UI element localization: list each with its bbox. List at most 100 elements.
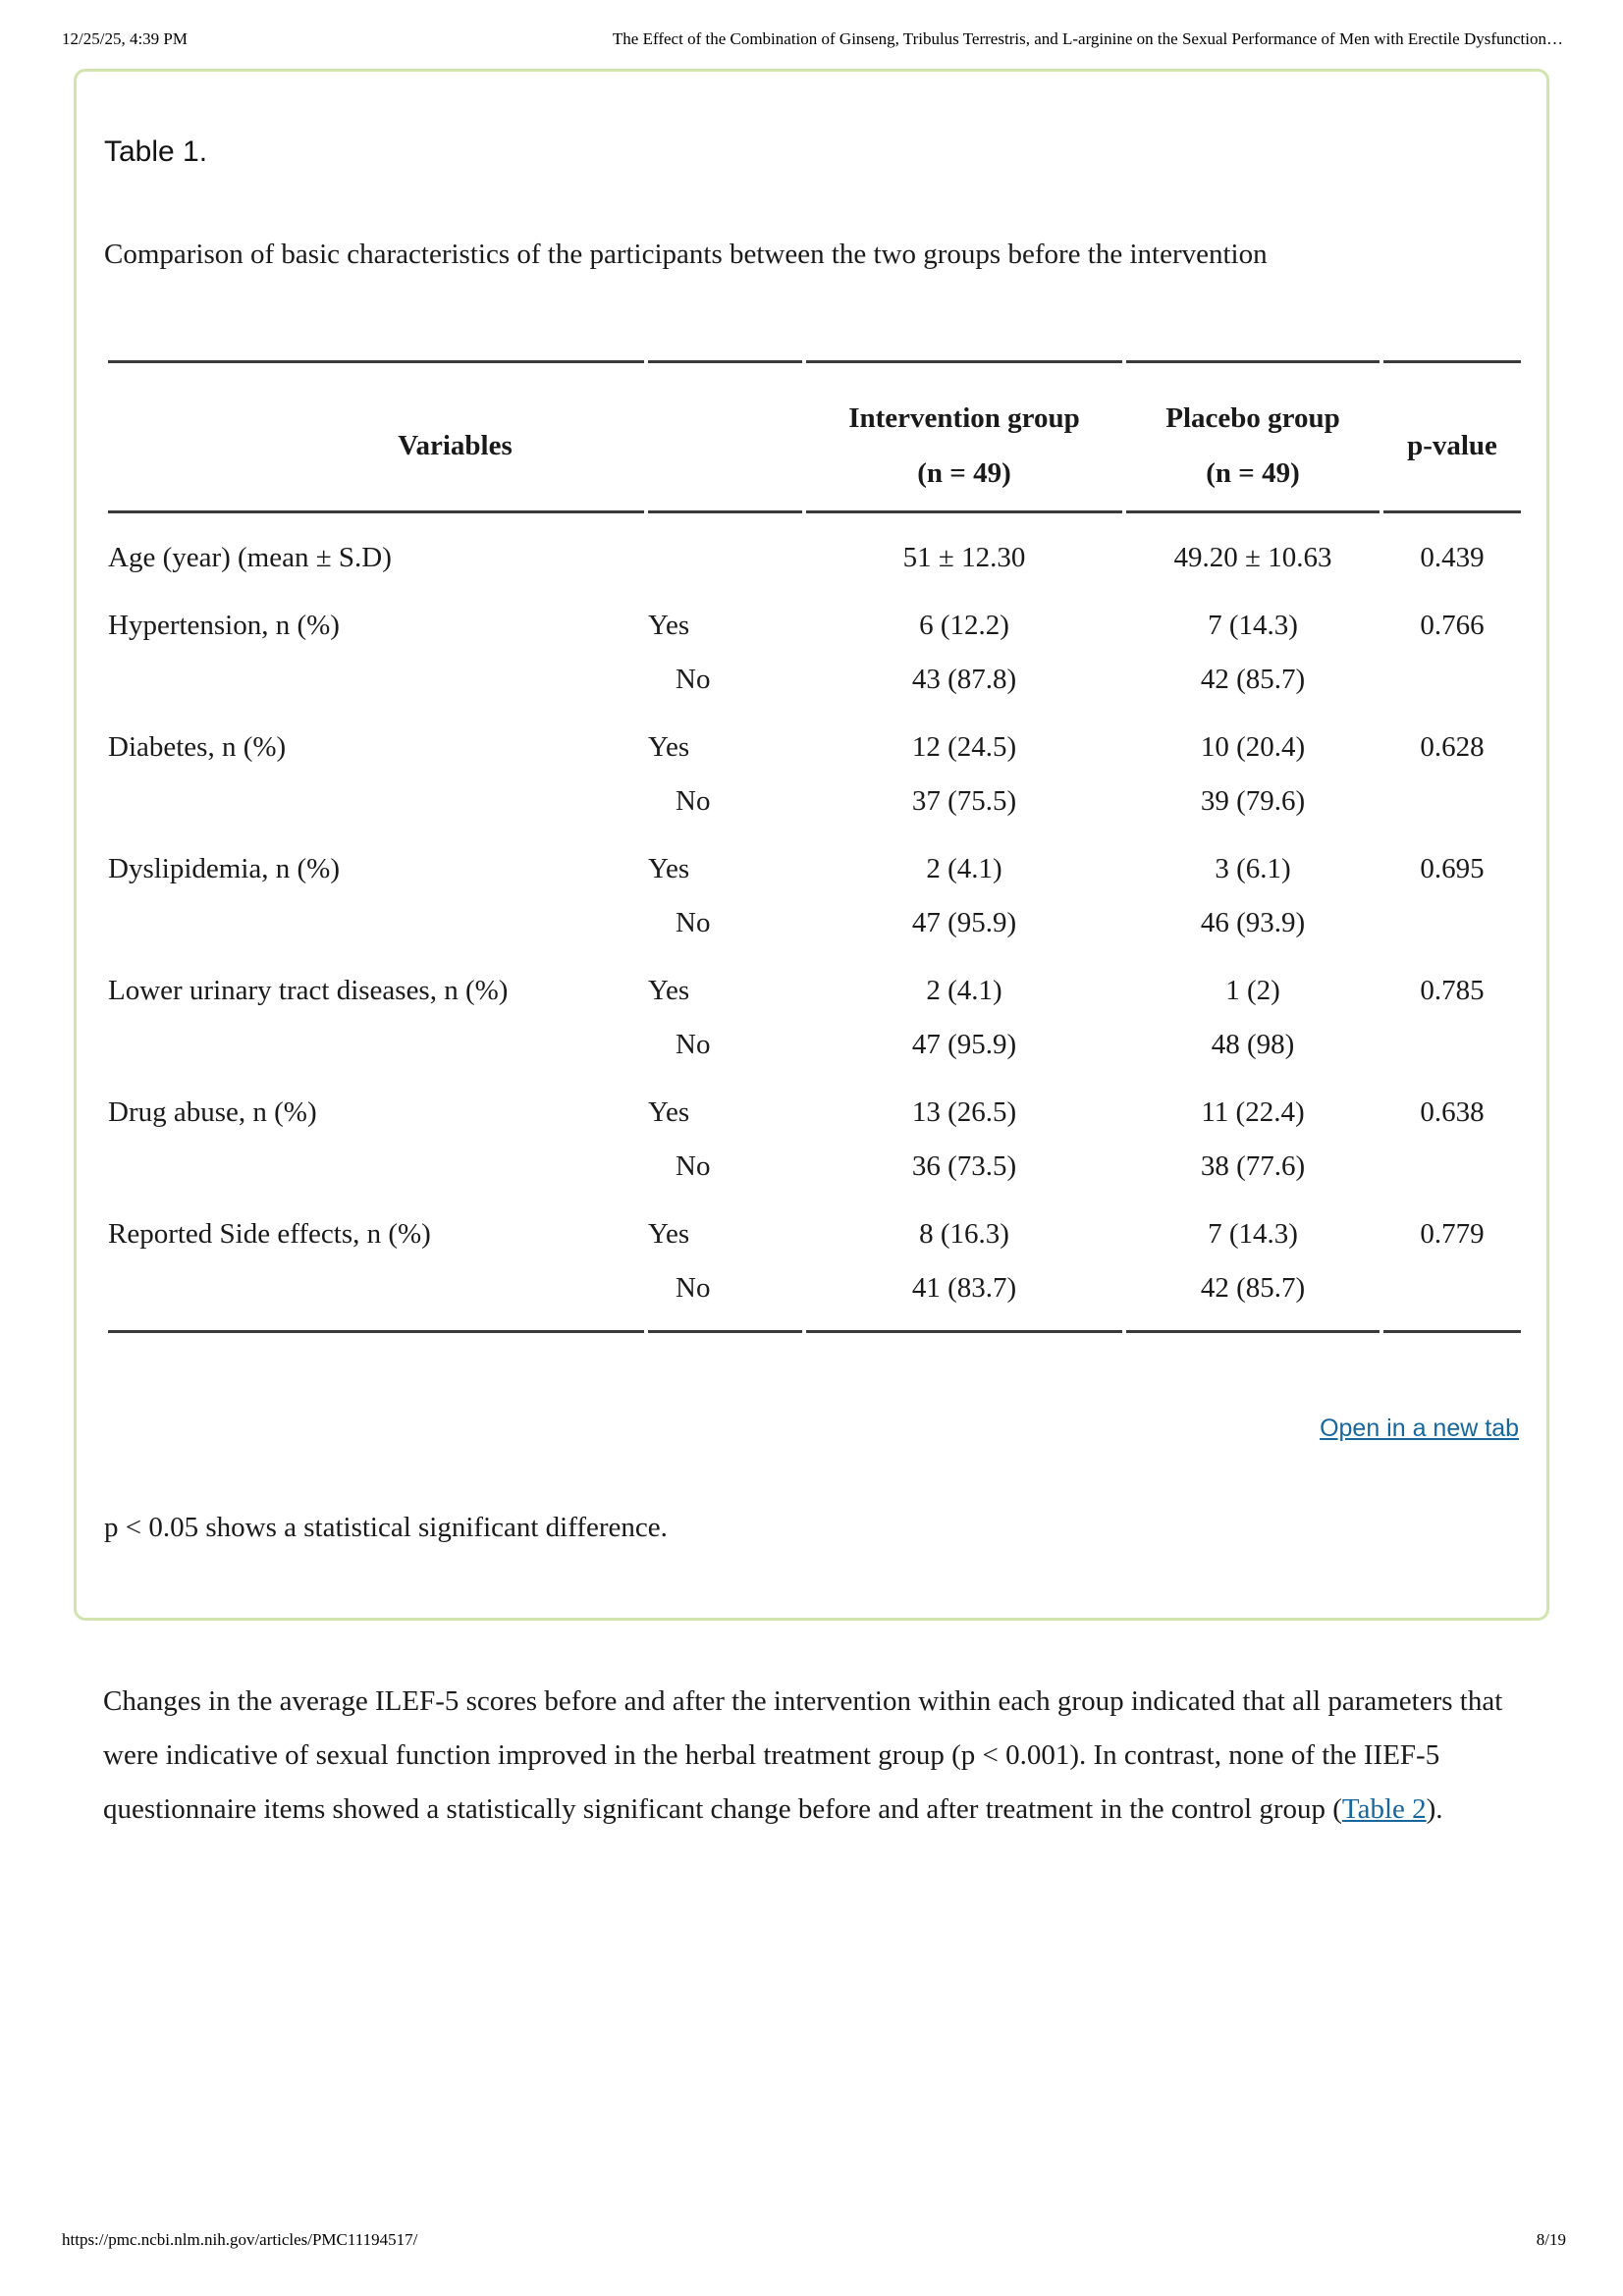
variable-cell: Reported Side effects, n (%) [108, 1218, 431, 1250]
p-value-cell [1383, 774, 1521, 828]
table-row-dyslipidemia-yes: Dyslipidemia, n (%) Yes 2 (4.1) 3 (6.1) … [108, 828, 1521, 896]
intervention-value-cell: 47 (95.9) [911, 907, 1017, 938]
p-value-cell: 0.779 [1420, 1218, 1485, 1250]
table-header-rule [108, 510, 1521, 531]
table-footnote: p < 0.05 shows a statistical significant… [104, 1512, 668, 1543]
rule-segment [108, 1330, 644, 1351]
body-text-before-link: Changes in the average ILEF-5 scores bef… [103, 1685, 1503, 1825]
rule-segment [1126, 360, 1380, 381]
table-row-dyslipidemia-no: No 47 (95.9) 46 (93.9) [108, 896, 1521, 950]
placebo-value-cell: 11 (22.4) [1201, 1096, 1305, 1128]
intervention-value-cell: 2 (4.1) [926, 975, 1002, 1006]
print-header: 12/25/25, 4:39 PM The Effect of the Comb… [0, 0, 1623, 49]
p-value-cell [1383, 896, 1521, 950]
intervention-value-cell: 6 (12.2) [919, 610, 1009, 641]
rule-segment [1126, 1330, 1380, 1351]
option-cell: No [676, 664, 711, 695]
placebo-value-cell: 38 (77.6) [1200, 1150, 1306, 1182]
option-cell: No [676, 785, 711, 817]
rule-segment [108, 360, 644, 381]
intervention-value-cell: 13 (26.5) [911, 1096, 1017, 1128]
intervention-value-cell: 36 (73.5) [911, 1150, 1017, 1182]
open-link-row: Open in a new tab [104, 1415, 1519, 1443]
table2-link[interactable]: Table 2 [1341, 1793, 1427, 1825]
intervention-value-cell: 37 (75.5) [911, 785, 1017, 817]
variable-cell [108, 1140, 644, 1194]
rule-segment [648, 360, 802, 381]
col-header-variables: Variables [398, 430, 513, 461]
variable-cell [108, 1261, 644, 1330]
p-value-cell: 0.766 [1420, 610, 1485, 641]
footer-page-number: 8/19 [1536, 2230, 1566, 2249]
rule-segment [1383, 510, 1521, 531]
rule-segment [648, 510, 802, 531]
rule-segment [1126, 510, 1380, 531]
intervention-value-cell: 12 (24.5) [911, 731, 1017, 763]
variable-cell: Lower urinary tract diseases, n (%) [108, 975, 509, 1006]
option-cell: Yes [648, 1096, 690, 1128]
p-value-cell [1383, 1018, 1521, 1072]
placebo-value-cell: 3 (6.1) [1215, 853, 1291, 884]
rule-segment [1383, 1330, 1521, 1351]
print-datetime: 12/25/25, 4:39 PM [62, 29, 188, 48]
table-row-side-effects-no: No 41 (83.7) 42 (85.7) [108, 1261, 1521, 1330]
variable-cell: Age (year) (mean ± S.D) [108, 542, 392, 573]
intervention-value-cell: 41 (83.7) [911, 1272, 1017, 1304]
table-bottom-rule [108, 1330, 1521, 1351]
characteristics-table: Variables Intervention group (n = 49) Pl… [104, 360, 1525, 1351]
table-row-hypertension-no: No 43 (87.8) 42 (85.7) [108, 653, 1521, 707]
variable-cell [108, 774, 644, 828]
placebo-value-cell: 49.20 ± 10.63 [1173, 542, 1332, 573]
intervention-value-cell: 2 (4.1) [926, 853, 1002, 884]
rule-segment [648, 1330, 802, 1351]
rule-segment [806, 360, 1122, 381]
body-paragraph: Changes in the average ILEF-5 scores bef… [103, 1675, 1524, 1837]
variable-cell [108, 896, 644, 950]
variable-cell: Drug abuse, n (%) [108, 1096, 317, 1128]
table-top-rule [108, 360, 1521, 381]
placebo-value-cell: 7 (14.3) [1208, 1218, 1298, 1250]
placebo-value-cell: 46 (93.9) [1200, 907, 1306, 938]
intervention-header-line2: (n = 49) [917, 457, 1011, 489]
table-caption: Comparison of basic characteristics of t… [104, 239, 1268, 270]
placebo-header-line1: Placebo group [1165, 402, 1340, 434]
page: 12/25/25, 4:39 PM The Effect of the Comb… [0, 0, 1623, 2249]
table-row-diabetes-no: No 37 (75.5) 39 (79.6) [108, 774, 1521, 828]
placebo-value-cell: 48 (98) [1211, 1029, 1295, 1060]
placebo-value-cell: 39 (79.6) [1200, 785, 1306, 817]
print-footer: https://pmc.ncbi.nlm.nih.gov/articles/PM… [62, 2230, 1566, 2250]
variable-cell: Diabetes, n (%) [108, 731, 287, 763]
table-row-lower-urinary-yes: Lower urinary tract diseases, n (%) Yes … [108, 950, 1521, 1018]
table-row-diabetes-yes: Diabetes, n (%) Yes 12 (24.5) 10 (20.4) … [108, 707, 1521, 774]
table-row-drug-abuse-no: No 36 (73.5) 38 (77.6) [108, 1140, 1521, 1194]
option-cell: Yes [648, 731, 690, 763]
intervention-header-line1: Intervention group [848, 402, 1080, 434]
variable-cell: Hypertension, n (%) [108, 610, 340, 641]
p-value-cell: 0.695 [1420, 853, 1485, 884]
p-value-cell: 0.638 [1420, 1096, 1485, 1128]
option-cell: No [676, 1029, 711, 1060]
placebo-value-cell: 1 (2) [1225, 975, 1280, 1006]
variable-cell: Dyslipidemia, n (%) [108, 853, 340, 884]
table-row-hypertension-yes: Hypertension, n (%) Yes 6 (12.2) 7 (14.3… [108, 585, 1521, 653]
print-title: The Effect of the Combination of Ginseng… [612, 29, 1563, 48]
placebo-value-cell: 10 (20.4) [1200, 731, 1306, 763]
rule-segment [1383, 360, 1521, 381]
table-header-row: Variables Intervention group (n = 49) Pl… [108, 381, 1521, 510]
table-row-age: Age (year) (mean ± S.D) 51 ± 12.30 49.20… [108, 531, 1521, 585]
option-cell: No [676, 907, 711, 938]
rule-segment [806, 1330, 1122, 1351]
col-header-placebo-group: Placebo group (n = 49) [1126, 381, 1380, 510]
table1-card: Table 1. Comparison of basic characteris… [74, 69, 1549, 1621]
variable-cell [108, 653, 644, 707]
intervention-value-cell: 8 (16.3) [919, 1218, 1009, 1250]
placebo-value-cell: 7 (14.3) [1208, 610, 1298, 641]
p-value-cell [1383, 653, 1521, 707]
footer-url: https://pmc.ncbi.nlm.nih.gov/articles/PM… [62, 2230, 418, 2249]
table-row-lower-urinary-no: No 47 (95.9) 48 (98) [108, 1018, 1521, 1072]
intervention-value-cell: 43 (87.8) [911, 664, 1017, 695]
p-value-cell [1383, 1261, 1521, 1330]
option-cell: Yes [648, 1218, 690, 1250]
open-in-new-tab-link[interactable]: Open in a new tab [1320, 1415, 1519, 1442]
table-row-side-effects-yes: Reported Side effects, n (%) Yes 8 (16.3… [108, 1194, 1521, 1261]
